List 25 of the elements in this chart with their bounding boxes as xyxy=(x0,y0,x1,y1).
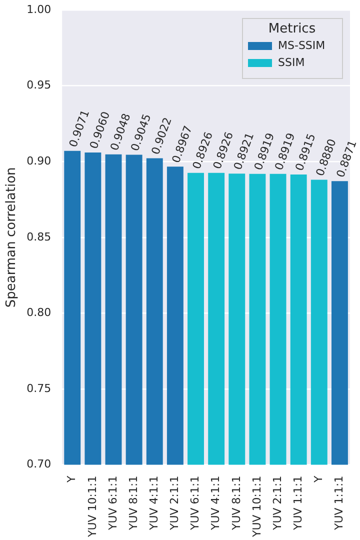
legend-label: MS-SSIM xyxy=(278,38,326,52)
x-tick-label: YUV 4:1:1 xyxy=(147,476,160,532)
x-tick-label: Y xyxy=(312,476,326,484)
x-tick-label: YUV 2:1:1 xyxy=(168,476,182,532)
x-tick-label: YUV 10:1:1 xyxy=(86,476,99,538)
y-tick-label: 0.75 xyxy=(26,382,52,395)
y-tick-label: 0.85 xyxy=(26,230,52,244)
x-tick-label: YUV 2:1:1 xyxy=(270,476,284,532)
legend-label: SSIM xyxy=(278,56,305,69)
x-tick-label: YUV 6:1:1 xyxy=(106,476,120,532)
legend-title: Metrics xyxy=(268,21,316,36)
x-tick-label: YUV 8:1:1 xyxy=(126,476,140,532)
y-tick-label: 0.90 xyxy=(26,154,52,168)
y-axis-title: Spearman correlation xyxy=(4,167,20,308)
x-tick-label: YUV 4:1:1 xyxy=(209,476,222,532)
x-tick-label: YUV 10:1:1 xyxy=(250,476,264,538)
x-tick-label: Y xyxy=(65,476,78,484)
y-tick-label: 0.95 xyxy=(26,78,52,92)
y-tick-label: 0.70 xyxy=(26,458,52,471)
x-tick-label: YUV 6:1:1 xyxy=(188,476,202,532)
x-tick-label: YUV 1:1:1 xyxy=(332,476,346,532)
x-tick-label: YUV 8:1:1 xyxy=(230,476,243,532)
y-tick-label: 0.80 xyxy=(26,306,52,320)
x-tick-label: YUV 1:1:1 xyxy=(291,476,304,532)
y-tick-label: 1.00 xyxy=(26,2,52,16)
